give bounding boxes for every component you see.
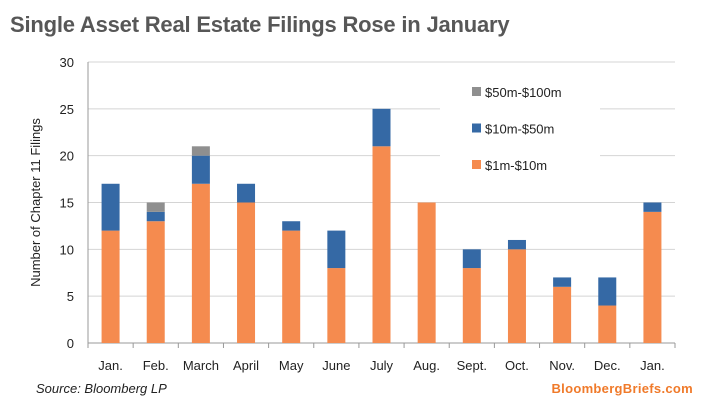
bar-segment--1m-10m <box>237 202 256 343</box>
bar-segment--10m-50m <box>237 183 256 203</box>
bar-segment--10m-50m <box>643 202 662 212</box>
x-tick-label: Sept. <box>457 358 487 373</box>
y-tick-label: 25 <box>60 102 74 117</box>
source-note: Source: Bloomberg LP <box>36 381 167 396</box>
bar-segment--1m-10m <box>282 230 301 343</box>
bar-segment--10m-50m <box>146 211 165 222</box>
bar-segment--1m-10m <box>643 211 662 343</box>
x-tick-label: Jan. <box>98 358 123 373</box>
bar-segment--10m-50m <box>507 239 526 250</box>
bar-segment--10m-50m <box>101 183 120 231</box>
bar-segment--1m-10m <box>598 305 617 343</box>
x-tick-label: March <box>183 358 219 373</box>
bar-segment--1m-10m <box>191 183 210 343</box>
legend-swatch <box>472 87 481 96</box>
bar-segment--1m-10m <box>101 230 120 343</box>
bar-segment--50m-100m <box>146 202 165 212</box>
x-tick-label: April <box>233 358 259 373</box>
x-tick-label: July <box>370 358 394 373</box>
x-tick-label: Oct. <box>505 358 529 373</box>
y-tick-label: 5 <box>67 289 74 304</box>
chart-title: Single Asset Real Estate Filings Rose in… <box>10 12 510 37</box>
bar-segment--10m-50m <box>598 277 617 306</box>
bar-segment--10m-50m <box>282 221 301 231</box>
bar-segment--1m-10m <box>462 268 481 343</box>
x-tick-label: June <box>322 358 350 373</box>
legend-label: $10m-$50m <box>485 122 554 137</box>
x-tick-label: May <box>279 358 304 373</box>
legend-swatch <box>472 160 481 169</box>
bar-segment--1m-10m <box>507 249 526 343</box>
legend-background <box>440 76 600 178</box>
y-tick-label: 0 <box>67 336 74 351</box>
x-tick-label: Feb. <box>143 358 169 373</box>
x-tick-label: Jan. <box>640 358 665 373</box>
bar-segment--1m-10m <box>372 146 391 343</box>
bar-segment--1m-10m <box>417 202 436 343</box>
x-tick-label: Aug. <box>413 358 440 373</box>
x-tick-label: Nov. <box>549 358 575 373</box>
legend-label: $1m-$10m <box>485 158 547 173</box>
y-tick-label: 30 <box>60 55 74 70</box>
bar-segment--10m-50m <box>327 230 346 269</box>
legend-swatch <box>472 123 481 133</box>
bar-segment--1m-10m <box>146 221 165 343</box>
bar-segment--1m-10m <box>327 268 346 343</box>
x-tick-label: Dec. <box>594 358 621 373</box>
bar-segment--10m-50m <box>553 277 572 287</box>
bar-segment--1m-10m <box>553 286 572 343</box>
legend-label: $50m-$100m <box>485 85 562 100</box>
bar-segment--10m-50m <box>462 249 481 269</box>
y-axis-title: Number of Chapter 11 Filings <box>28 118 43 287</box>
brand-link[interactable]: BloombergBriefs.com <box>551 381 693 396</box>
bar-segment--10m-50m <box>191 155 210 184</box>
y-tick-label: 10 <box>60 242 74 257</box>
y-tick-label: 20 <box>60 149 74 164</box>
bar-segment--50m-100m <box>191 146 210 156</box>
bar-segment--10m-50m <box>372 108 391 147</box>
y-tick-label: 15 <box>60 196 74 211</box>
